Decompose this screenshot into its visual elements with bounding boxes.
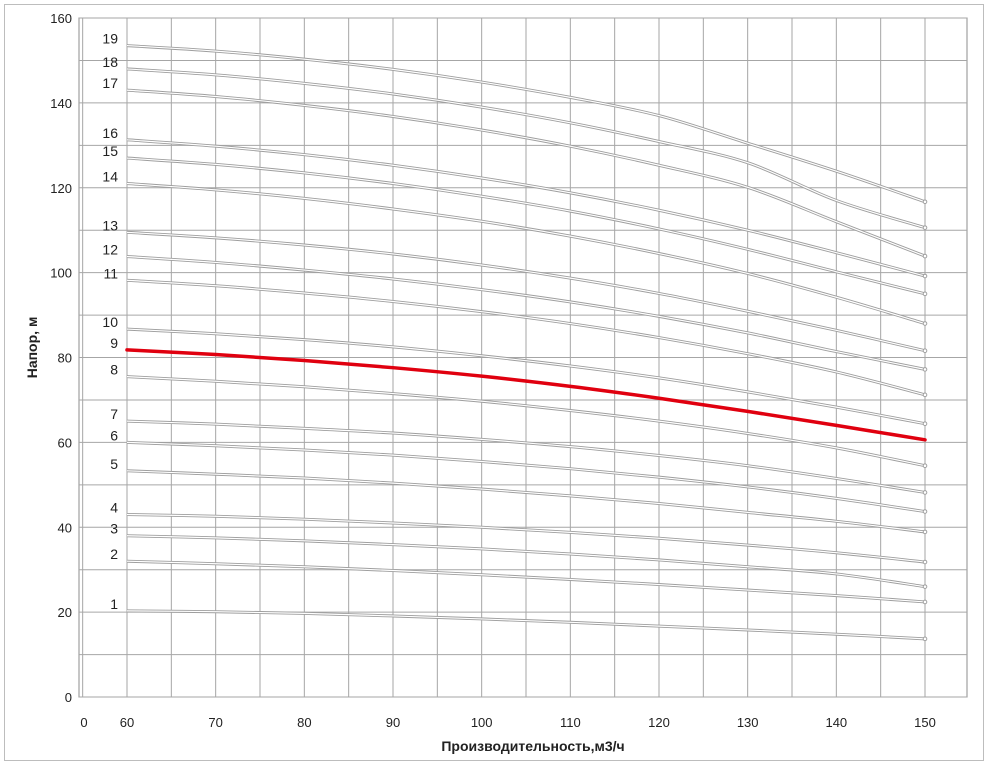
y-tick-label: 60 xyxy=(58,435,72,450)
y-axis-title: Напор, м xyxy=(24,317,40,379)
series-end-marker xyxy=(922,291,928,297)
curve-label-7: 7 xyxy=(110,406,118,422)
series-line-19 xyxy=(126,44,928,205)
curve-layer xyxy=(125,44,928,642)
series-line-16 xyxy=(126,138,928,279)
x-tick-label: 80 xyxy=(297,715,311,730)
chart-svg: 0 60 70 80 90 100 110 120 130 140 1500204060801001… xyxy=(24,11,968,754)
tick-labels: 0 60 70 80 90 100 110 120 130 140 1500204060801001… xyxy=(50,11,936,730)
series-line-5 xyxy=(126,469,928,535)
x-tick-label: 120 xyxy=(648,715,670,730)
x-tick-label: 150 xyxy=(914,715,936,730)
series-line-8 xyxy=(126,375,928,469)
x-tick-label: 130 xyxy=(737,715,759,730)
series-end-marker xyxy=(922,199,928,205)
y-tick-label: 120 xyxy=(50,181,72,196)
curve-label-2: 2 xyxy=(110,546,118,562)
y-tick-label: 80 xyxy=(58,351,72,366)
curve-label-1: 1 xyxy=(110,596,118,612)
series-end-marker xyxy=(922,367,928,372)
series-end-marker xyxy=(922,348,928,354)
x-tick-label: 140 xyxy=(825,715,847,730)
series-line-3 xyxy=(126,534,928,589)
x-axis-title: Производительность,м3/ч xyxy=(441,738,624,754)
series-end-marker xyxy=(922,636,928,642)
series-line-11 xyxy=(126,278,928,398)
x-tick-label: 70 xyxy=(208,715,222,730)
curve-label-3: 3 xyxy=(110,521,118,537)
series-line-1 xyxy=(126,609,928,642)
x-tick-label: 100 xyxy=(471,715,493,730)
curve-label-12: 12 xyxy=(102,241,118,257)
y-tick-label: 0 xyxy=(65,690,72,705)
series-line-9 xyxy=(125,348,927,442)
series-line-14 xyxy=(126,182,928,326)
y-tick-label: 140 xyxy=(50,96,72,111)
series-end-marker xyxy=(922,321,928,326)
curve-label-5: 5 xyxy=(110,456,118,472)
series-end-marker xyxy=(922,253,928,259)
y-tick-label: 100 xyxy=(50,266,72,281)
curve-label-17: 17 xyxy=(102,75,118,91)
series-line-13 xyxy=(126,230,928,354)
series-end-marker xyxy=(922,273,928,279)
series-end-marker xyxy=(922,463,928,469)
series-end-marker xyxy=(922,584,928,589)
curve-label-13: 13 xyxy=(102,217,118,233)
series-line-17 xyxy=(126,88,928,259)
series-end-marker xyxy=(922,529,928,535)
curve-label-10: 10 xyxy=(102,314,118,330)
series-line-4 xyxy=(126,513,928,565)
series-line-15 xyxy=(126,156,928,297)
y-tick-label: 40 xyxy=(58,520,72,535)
curve-label-16: 16 xyxy=(102,125,118,141)
x-tick-label: 110 xyxy=(560,715,581,730)
series-end-marker xyxy=(922,490,928,495)
curve-label-19: 19 xyxy=(102,31,118,47)
curve-label-6: 6 xyxy=(110,427,118,443)
x-tick-label: 60 xyxy=(120,715,134,730)
chart-frame: 0 60 70 80 90 100 110 120 130 140 150 0 20 40 60 80 100 1… xyxy=(4,4,984,761)
series-end-marker xyxy=(922,392,928,398)
series-line-2 xyxy=(126,559,928,605)
x-tick-label: 90 xyxy=(386,715,400,730)
curve-label-14: 14 xyxy=(102,169,118,185)
x-tick-label: 0 xyxy=(80,715,87,730)
curve-label-11: 11 xyxy=(103,265,118,281)
curve-label-15: 15 xyxy=(102,143,118,159)
series-end-marker xyxy=(922,559,928,565)
series-end-marker xyxy=(922,421,928,427)
series-end-marker xyxy=(922,509,928,514)
curve-label-4: 4 xyxy=(110,500,118,516)
curve-label-18: 18 xyxy=(102,54,118,70)
series-end-marker xyxy=(922,225,928,230)
series-line-6 xyxy=(126,440,928,514)
y-tick-label: 160 xyxy=(50,11,72,26)
y-tick-label: 20 xyxy=(58,605,72,620)
grid-lines xyxy=(78,17,968,698)
series-line-7 xyxy=(126,419,928,495)
series-line-10 xyxy=(126,327,928,427)
series-line-18 xyxy=(126,67,928,230)
series-end-marker xyxy=(922,599,928,605)
curve-label-9: 9 xyxy=(110,335,118,351)
series-line-12 xyxy=(126,255,928,372)
curve-label-8: 8 xyxy=(110,362,118,378)
